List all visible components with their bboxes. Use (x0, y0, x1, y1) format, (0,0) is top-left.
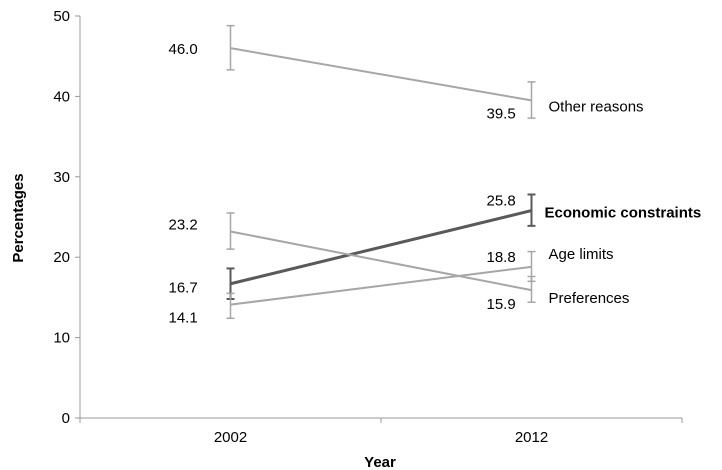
data-label: 16.7 (169, 280, 198, 297)
error-bar (226, 24, 235, 71)
series-label: Age limits (549, 246, 614, 263)
error-bar (226, 212, 235, 250)
data-label: 39.5 (487, 105, 516, 122)
error-bar (226, 292, 235, 320)
y-tick-label: 30 (53, 169, 70, 186)
y-tick-label: 20 (53, 249, 70, 266)
series-other-reasons (226, 24, 536, 119)
series-line (230, 230, 532, 292)
data-label: 46.0 (169, 41, 198, 58)
series-label: Preferences (549, 290, 630, 307)
series-layer (226, 24, 536, 320)
series-line (230, 265, 532, 306)
x-tick-label: 2012 (515, 429, 548, 446)
y-tick-label: 50 (53, 8, 70, 25)
error-bar (527, 81, 536, 119)
data-label: 25.8 (487, 193, 516, 210)
series-label: Economic constraints (545, 205, 702, 222)
y-tick-label: 10 (53, 330, 70, 347)
y-tick-label: 40 (53, 88, 70, 105)
labels-layer: 46.0 39.5 Other reasons 16.7 25.8 Economic co… (169, 41, 702, 326)
series-line (230, 209, 532, 286)
y-axis-title: Percentages (10, 173, 27, 262)
axes: 0 10 20 30 40 50 2002 2012 (53, 8, 683, 446)
data-label: 15.9 (487, 296, 516, 313)
x-tick-label: 2002 (214, 429, 247, 446)
series-line (230, 47, 532, 102)
data-label: 18.8 (487, 249, 516, 266)
series-label: Other reasons (549, 98, 644, 115)
data-label: 23.2 (169, 216, 198, 233)
series-preferences (226, 212, 536, 303)
error-bar (527, 275, 536, 303)
x-axis-title: Year (364, 454, 396, 470)
data-label: 14.1 (169, 310, 198, 327)
error-bar (527, 193, 536, 227)
y-tick-label: 0 (62, 410, 70, 427)
series-economic-constraints (226, 193, 536, 301)
